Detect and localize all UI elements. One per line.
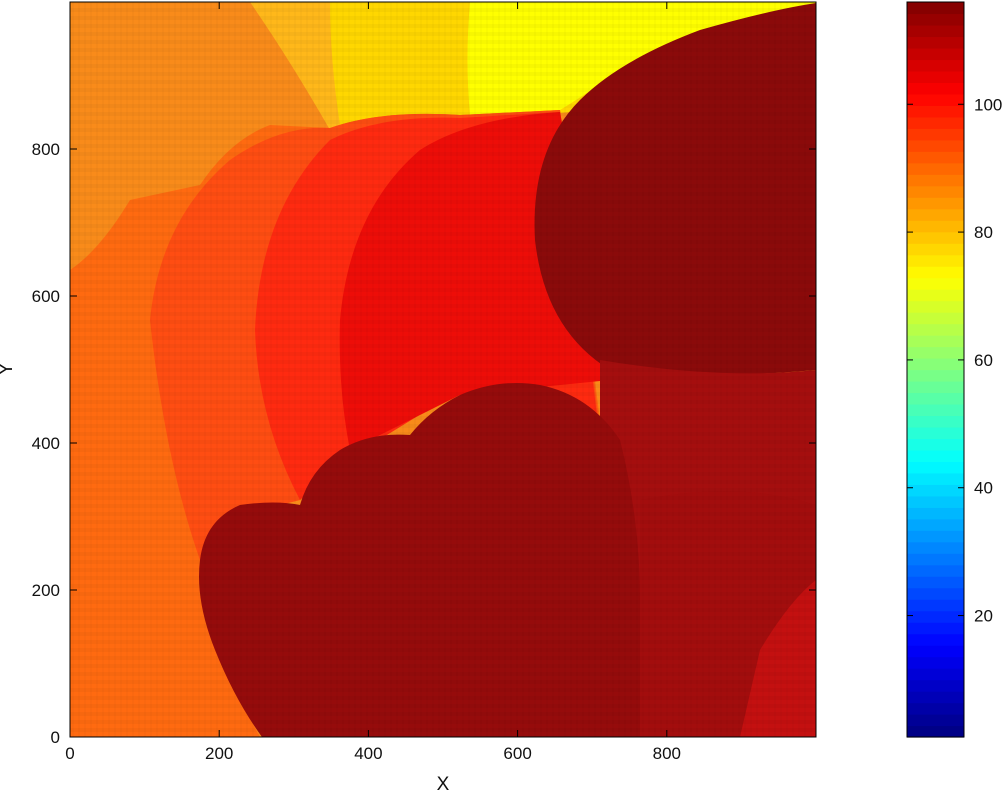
colorbar-band: [907, 369, 964, 382]
x-axis-label: X: [437, 774, 450, 793]
colorbar-band: [907, 139, 964, 152]
colorbar-band: [907, 174, 964, 187]
colorbar-band: [907, 36, 964, 49]
colorbar-band: [907, 553, 964, 566]
colorbar-band: [907, 438, 964, 451]
y-tick-label: 600: [32, 287, 60, 306]
colorbar-band: [907, 541, 964, 554]
colorbar-tick-label: 60: [974, 351, 993, 370]
y-axis: 0 200 400 600 800: [32, 140, 816, 747]
x-axis: 0 200 400 600 800: [65, 2, 681, 763]
colorbar-band: [907, 220, 964, 233]
colorbar-band: [907, 610, 964, 623]
colorbar-tick-label: 20: [974, 607, 993, 626]
heatmap-area: [70, 2, 816, 737]
y-tick-label: 200: [32, 581, 60, 600]
colorbar-band: [907, 507, 964, 520]
y-tick-label: 400: [32, 434, 60, 453]
colorbar-band: [907, 518, 964, 531]
x-tick-label: 0: [65, 744, 74, 763]
colorbar-band: [907, 116, 964, 129]
colorbar-band: [907, 197, 964, 210]
colorbar-band: [907, 24, 964, 38]
colorbar-band: [907, 426, 964, 440]
colorbar-band: [907, 530, 964, 543]
colorbar-band: [907, 403, 964, 417]
colorbar-ticks: 20 40 60 80 100: [907, 95, 1002, 626]
colorbar-band: [907, 208, 964, 221]
colorbar-band: [907, 576, 964, 589]
colorbar-band: [907, 335, 964, 348]
y-tick-label: 800: [32, 140, 60, 159]
colorbar-band: [907, 564, 964, 577]
colorbar-band: [907, 495, 964, 508]
colorbar-band: [907, 185, 964, 198]
colorbar-band: [907, 162, 964, 175]
colorbar-band: [907, 587, 964, 600]
colorbar-band: [907, 656, 964, 669]
colorbar-band: [907, 599, 964, 612]
colorbar-band: [907, 668, 964, 681]
colorbar-band: [907, 105, 964, 118]
colorbar-band: [907, 47, 964, 61]
colorbar-band: [907, 702, 964, 715]
colorbar-band: [907, 622, 964, 635]
colorbar-band: [907, 380, 964, 394]
colorbar-band: [907, 13, 964, 26]
colorbar-bands: [907, 2, 964, 738]
colorbar-band: [907, 128, 964, 141]
colorbar: 20 40 60 80 100: [906, 1, 1002, 738]
colorbar-band: [907, 714, 964, 727]
colorbar-band: [907, 449, 964, 462]
colorbar-tick-label: 100: [974, 95, 1002, 114]
plot-frame: [69, 1, 817, 738]
x-tick-label: 200: [205, 744, 233, 763]
colorbar-band: [907, 2, 964, 15]
colorbar-band: [907, 645, 964, 658]
heatmap-texture: [70, 2, 816, 737]
colorbar-band: [907, 415, 964, 428]
colorbar-band: [907, 151, 964, 164]
colorbar-band: [907, 82, 964, 95]
colorbar-tick-label: 80: [974, 223, 993, 242]
x-tick-label: 400: [354, 744, 382, 763]
x-tick-label: 600: [503, 744, 531, 763]
colorbar-band: [907, 59, 964, 72]
colorbar-band: [907, 392, 964, 405]
colorbar-frame: [906, 1, 965, 738]
colorbar-band: [907, 633, 964, 646]
colorbar-band: [907, 346, 964, 359]
colorbar-band: [907, 725, 964, 738]
colorbar-band: [907, 243, 964, 256]
colorbar-band: [907, 679, 964, 692]
colorbar-band: [907, 289, 964, 302]
colorbar-band: [907, 93, 964, 106]
y-axis-label: Y: [0, 362, 17, 375]
colorbar-band: [907, 484, 964, 497]
colorbar-band: [907, 358, 964, 371]
colorbar-band: [907, 300, 964, 313]
colorbar-band: [907, 277, 964, 290]
colorbar-tick-label: 40: [974, 479, 993, 498]
colorbar-band: [907, 472, 964, 485]
colorbar-band: [907, 312, 964, 325]
colorbar-band: [907, 70, 964, 83]
colorbar-band: [907, 691, 964, 704]
colorbar-band: [907, 461, 964, 474]
colorbar-band: [907, 231, 964, 244]
colorbar-band: [907, 323, 964, 336]
colorbar-band: [907, 266, 964, 279]
x-tick-label: 800: [653, 744, 681, 763]
y-tick-label: 0: [51, 728, 60, 747]
colorbar-band: [907, 254, 964, 267]
